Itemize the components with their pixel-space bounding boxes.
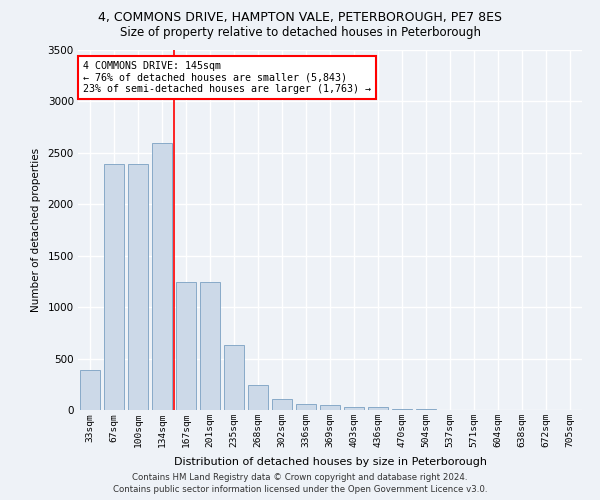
Bar (320, 405, 340, 410)
Bar (80, 370, 100, 410)
Y-axis label: Number of detached properties: Number of detached properties (31, 148, 41, 312)
Bar (272, 399, 292, 410)
Bar (368, 407, 388, 410)
Bar (128, 164, 148, 410)
Text: Contains HM Land Registry data © Crown copyright and database right 2024.
Contai: Contains HM Land Registry data © Crown c… (113, 472, 487, 494)
Bar (224, 344, 244, 410)
Bar (344, 407, 364, 410)
Text: 4 COMMONS DRIVE: 145sqm
← 76% of detached houses are smaller (5,843)
23% of semi: 4 COMMONS DRIVE: 145sqm ← 76% of detache… (83, 61, 371, 94)
X-axis label: Distribution of detached houses by size in Peterborough: Distribution of detached houses by size … (173, 457, 487, 467)
Bar (200, 282, 220, 410)
Bar (176, 282, 196, 410)
Text: 4, COMMONS DRIVE, HAMPTON VALE, PETERBOROUGH, PE7 8ES: 4, COMMONS DRIVE, HAMPTON VALE, PETERBOR… (98, 12, 502, 24)
Bar (152, 142, 172, 410)
Bar (248, 385, 268, 410)
Bar (296, 404, 316, 410)
Bar (104, 164, 124, 410)
Text: Size of property relative to detached houses in Peterborough: Size of property relative to detached ho… (119, 26, 481, 39)
